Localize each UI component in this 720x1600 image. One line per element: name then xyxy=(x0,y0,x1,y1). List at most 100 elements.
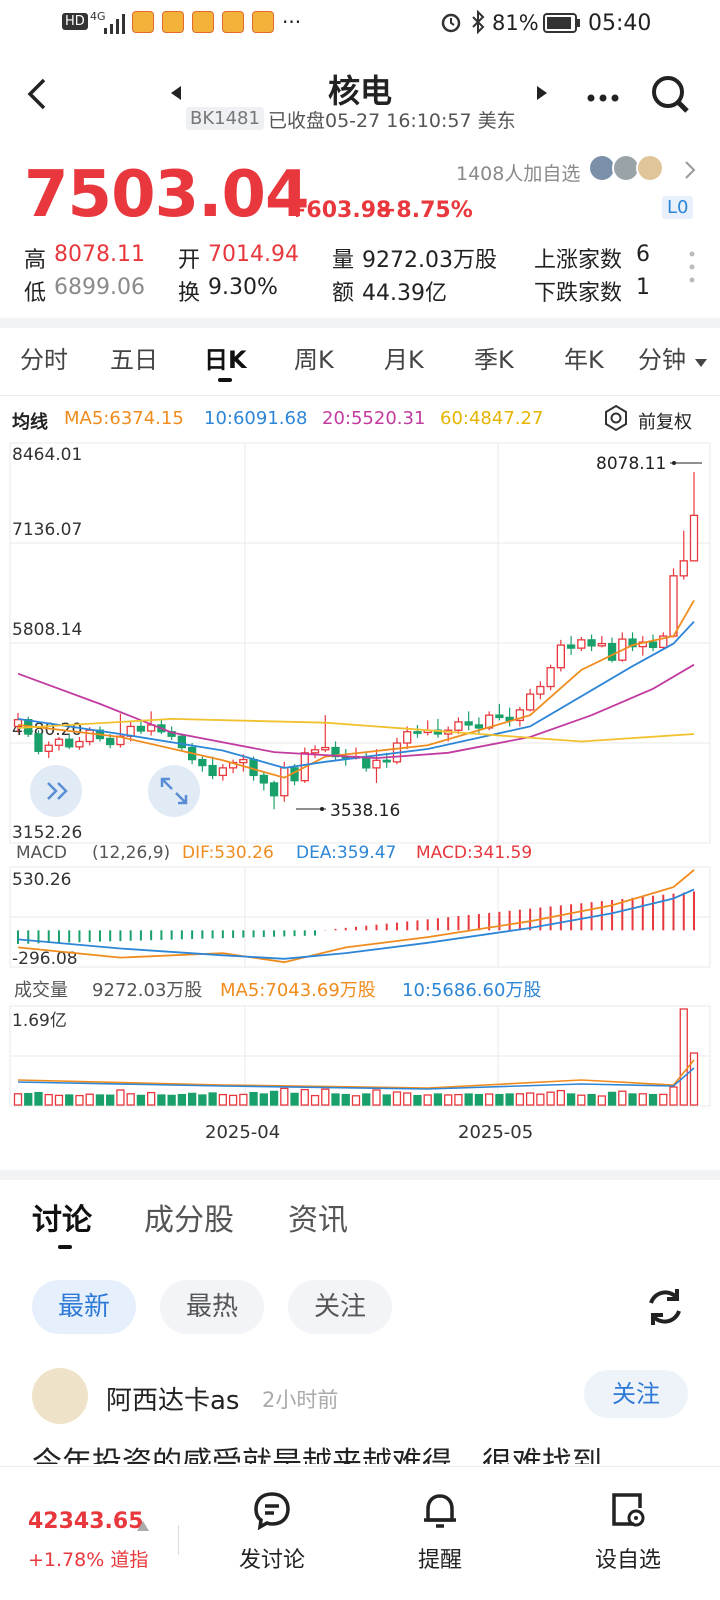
volume-bar xyxy=(495,1093,504,1106)
tab-news[interactable]: 资讯 xyxy=(288,1203,348,1238)
volume-bar xyxy=(280,1087,289,1106)
volume-bar xyxy=(536,1093,545,1106)
volume-bar xyxy=(587,1093,596,1106)
filter-hottest[interactable]: 最热 xyxy=(160,1280,264,1334)
max-price-dot xyxy=(672,461,676,465)
low-label: 低 xyxy=(24,281,47,306)
adjust-mode[interactable]: 前复权 xyxy=(638,412,692,433)
more-menu-icon[interactable] xyxy=(586,88,620,107)
page-title: 核电 xyxy=(327,72,392,110)
volume-bar xyxy=(187,1092,197,1106)
volume-bar xyxy=(505,1093,514,1106)
filter-following[interactable]: 关注 xyxy=(288,1280,392,1334)
weibo-notification-icon xyxy=(132,11,154,33)
chevron-down-icon[interactable] xyxy=(694,353,708,372)
volume-bar xyxy=(321,1088,330,1106)
candle-body xyxy=(566,644,576,649)
search-icon[interactable] xyxy=(650,74,690,118)
tab-daily-k[interactable]: 日K xyxy=(204,346,247,374)
vertical-more-icon[interactable] xyxy=(688,250,696,288)
tab-quarterly-k[interactable]: 季K xyxy=(474,346,514,374)
volume-bar xyxy=(648,1093,658,1106)
high-label: 高 xyxy=(24,248,47,273)
up-count: 6 xyxy=(636,242,650,267)
macd-group xyxy=(17,869,695,964)
ma-label: 均线 xyxy=(12,412,48,433)
level-badge[interactable]: L0 xyxy=(662,196,694,219)
volume-value: 9272.03万股 xyxy=(362,248,497,273)
candle-body xyxy=(546,667,555,688)
candle-body xyxy=(536,685,545,695)
nav-alert[interactable]: 提醒 xyxy=(400,1490,480,1574)
x-tick-label: 2025-05 xyxy=(458,1122,533,1143)
volume-bar xyxy=(44,1093,53,1106)
tab-discussion[interactable]: 讨论 xyxy=(32,1203,92,1238)
volume-bar xyxy=(525,1092,535,1106)
volume-bar xyxy=(515,1093,525,1106)
tab-constituents[interactable]: 成分股 xyxy=(144,1203,234,1238)
section-divider xyxy=(0,1170,720,1180)
macd-y-tick: 530.26 xyxy=(12,870,71,890)
tab-monthly-k[interactable]: 月K xyxy=(384,346,424,374)
volume-bar xyxy=(300,1088,309,1106)
signal-icon xyxy=(104,14,128,40)
expand-sidebar-button[interactable] xyxy=(30,765,82,817)
volume-bar xyxy=(126,1093,135,1106)
nav-label: 设自选 xyxy=(594,1548,661,1573)
fullscreen-button[interactable] xyxy=(148,765,200,817)
tab-five-day[interactable]: 五日 xyxy=(110,346,158,374)
ma20-value: 20:5520.31 xyxy=(322,408,426,429)
kline-chart[interactable]: 8464.01 7136.07 5808.14 4480.20 3152.26 … xyxy=(0,440,720,1160)
prev-stock-icon[interactable] xyxy=(170,85,182,105)
volume-ma5-line xyxy=(17,1059,695,1089)
volume-bar xyxy=(464,1093,473,1106)
hd-badge: HD xyxy=(62,13,88,30)
chat-bubble-icon xyxy=(254,1492,290,1531)
ma-line-ma10 xyxy=(17,620,695,769)
turnover-value: 9.30% xyxy=(208,275,278,300)
nav-post-discussion[interactable]: 发讨论 xyxy=(222,1490,322,1574)
volume-bar xyxy=(618,1090,627,1106)
post-author[interactable]: 阿西达卡as xyxy=(106,1386,240,1416)
volume-bar xyxy=(95,1094,105,1106)
avatar[interactable] xyxy=(32,1368,88,1424)
status-bar: HD 4G ··· 81% 05:40 xyxy=(0,0,720,50)
volume-ma10: 10:5686.60万股 xyxy=(402,980,541,1001)
tab-yearly-k[interactable]: 年K xyxy=(564,346,604,374)
follow-button[interactable]: 关注 xyxy=(584,1370,688,1418)
open-value: 7014.94 xyxy=(208,242,299,267)
macd-params: (12,26,9) xyxy=(92,843,170,863)
watchers-chevron-icon[interactable] xyxy=(684,160,696,184)
back-button[interactable] xyxy=(24,76,50,116)
volume-bar xyxy=(24,1092,33,1106)
volume-bar xyxy=(106,1094,115,1106)
bottom-divider xyxy=(178,1525,179,1555)
settings-gear-icon[interactable] xyxy=(602,404,630,437)
volume-title: 成交量 xyxy=(14,980,68,1001)
candle-body xyxy=(198,758,207,767)
ma-line-ma20 xyxy=(17,663,695,760)
tab-weekly-k[interactable]: 周K xyxy=(294,346,334,374)
volume-bar xyxy=(403,1092,412,1106)
macd-title: MACD xyxy=(16,843,67,863)
candle-body xyxy=(269,782,279,797)
post-item[interactable]: 阿西达卡as 2小时前 关注 今年投资的感受就是越来越难得，很难找到 xyxy=(0,1360,720,1464)
volume-bar xyxy=(65,1094,74,1106)
filter-latest[interactable]: 最新 xyxy=(32,1280,136,1334)
candle-body xyxy=(310,749,320,754)
candle-body xyxy=(208,764,217,777)
nav-add-watchlist[interactable]: 设自选 xyxy=(578,1490,678,1574)
volume-bar xyxy=(607,1091,617,1106)
index-value[interactable]: 42343.65 xyxy=(28,1509,144,1534)
index-change[interactable]: +1.78% 道指 xyxy=(28,1549,149,1571)
next-stock-icon[interactable] xyxy=(536,85,548,105)
avatar xyxy=(612,154,640,182)
down-count: 1 xyxy=(636,275,650,300)
tab-minute[interactable]: 分钟 xyxy=(638,346,686,374)
stock-code: BK1481 xyxy=(186,107,264,130)
volume-bar xyxy=(628,1093,637,1106)
refresh-icon[interactable] xyxy=(642,1284,688,1334)
tab-intraday[interactable]: 分时 xyxy=(20,346,68,374)
candle-body xyxy=(382,759,391,763)
